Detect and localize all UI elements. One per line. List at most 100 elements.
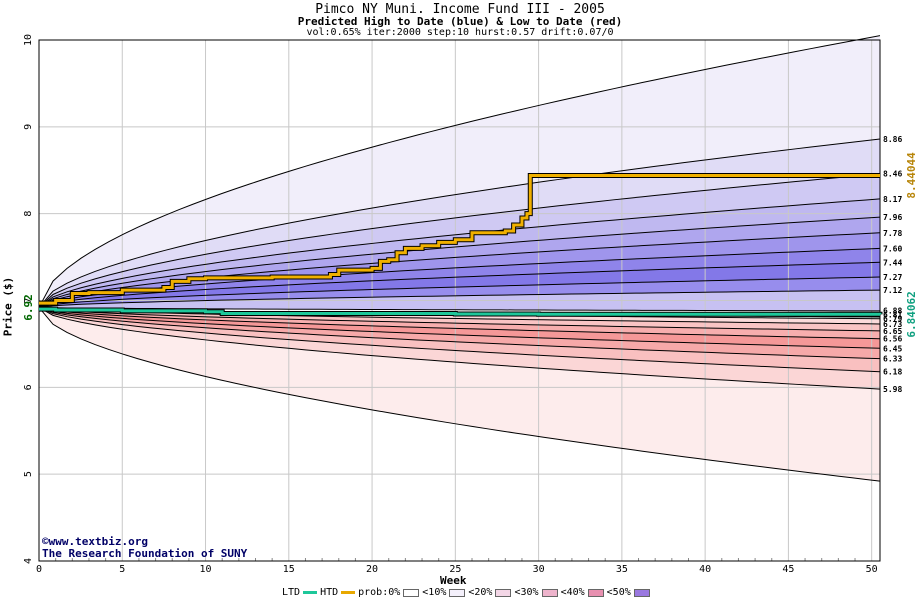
plot-frame xyxy=(38,39,881,562)
chart-title: Pimco NY Muni. Income Fund III - 2005 xyxy=(315,2,605,17)
legend-htd-swatch xyxy=(341,591,356,594)
high-bound-curve-4 xyxy=(38,216,881,308)
high-bound-curve-9 xyxy=(38,289,881,308)
legend-prob-label: prob:0% xyxy=(358,587,401,598)
high-bound-curve-2 xyxy=(38,173,881,308)
high-bound-curve-3 xyxy=(38,198,881,308)
low-band-2 xyxy=(39,307,880,331)
low-band-6 xyxy=(39,307,880,372)
x-tick-label: 20 xyxy=(366,564,378,575)
credit-organization: The Research Foundation of SUNY xyxy=(42,547,248,560)
legend-10-swatch xyxy=(449,588,466,597)
low-bound-label: 6.73 xyxy=(883,320,902,329)
high-band-5 xyxy=(39,232,880,308)
low-bound-curve-7 xyxy=(38,306,881,373)
low-bound-label: 6.88 xyxy=(883,306,902,315)
high-bound-curve-1 xyxy=(38,138,881,308)
low-bound-curve-5 xyxy=(38,306,881,349)
y-tick-label: 5 xyxy=(23,471,34,477)
high-bound-curve-7 xyxy=(38,261,881,308)
start-price-label: 6.92 xyxy=(22,294,35,321)
y-axis-label: Price ($) xyxy=(1,276,15,337)
high-bound-label: 7.44 xyxy=(883,258,902,267)
htd-line xyxy=(39,173,880,305)
chart-subtitle: Predicted High to Date (blue) & Low to D… xyxy=(297,15,623,28)
legend-prob-swatch xyxy=(403,588,420,597)
legend-ltd-swatch xyxy=(303,591,318,594)
htd-final-value: 8.44044 xyxy=(905,152,918,199)
high-bound-label: 7.12 xyxy=(883,286,902,295)
y-tick-label: 10 xyxy=(23,34,34,46)
legend-htd-label: HTD xyxy=(320,587,339,598)
low-bound-label: 6.81 xyxy=(883,311,902,320)
low-bound-label: 6.79 xyxy=(883,315,902,324)
x-tick-label: 5 xyxy=(119,564,125,575)
y-tick-label: 7 xyxy=(23,297,34,303)
high-bound-curve-8 xyxy=(38,276,881,308)
high-band-7 xyxy=(39,262,880,308)
high-bound-label: 8.17 xyxy=(883,195,902,204)
high-band-2 xyxy=(39,173,880,308)
high-band-6 xyxy=(39,248,880,308)
high-band-8 xyxy=(39,277,880,308)
legend-10-label: <10% xyxy=(422,587,447,598)
high-bound-label: 8.86 xyxy=(883,135,902,144)
x-tick-label: 15 xyxy=(283,564,295,575)
x-tick-label: 45 xyxy=(782,564,794,575)
high-bound-label: 7.60 xyxy=(883,244,902,253)
low-bound-curve-8 xyxy=(38,307,881,390)
legend-50-label: <50% xyxy=(606,587,631,598)
x-tick-label: 40 xyxy=(699,564,711,575)
y-tick-label: 6 xyxy=(23,384,34,390)
legend-ltd-label: LTD xyxy=(282,587,301,598)
x-tick-label: 30 xyxy=(533,564,545,575)
x-tick-label: 25 xyxy=(449,564,461,575)
y-tick-label: 8 xyxy=(23,211,34,217)
legend: LTD HTD prob:0% <10% <20% <30% <40% <50% xyxy=(282,587,651,598)
high-band-4 xyxy=(39,217,880,308)
low-bound-label: 5.98 xyxy=(883,385,902,394)
high-band-0 xyxy=(39,35,880,308)
low-bound-label: 6.33 xyxy=(883,355,902,364)
low-band-4 xyxy=(39,307,880,349)
low-bound-label: 6.45 xyxy=(883,344,902,353)
low-band-7 xyxy=(39,307,880,390)
high-bound-curve-6 xyxy=(38,247,881,308)
low-bound-curve-3 xyxy=(38,306,881,332)
x-axis-label: Week xyxy=(440,574,467,587)
x-tick-label: 10 xyxy=(200,564,212,575)
credit-website[interactable]: ©www.textbiz.org xyxy=(42,535,148,548)
low-band-8 xyxy=(39,307,880,482)
legend-30-label: <30% xyxy=(514,587,539,598)
high-bound-curve-0 xyxy=(38,35,881,308)
legend-40-label: <40% xyxy=(560,587,585,598)
legend-40-swatch xyxy=(587,588,604,597)
high-bound-label: 7.78 xyxy=(883,229,902,238)
x-tick-label: 0 xyxy=(36,564,42,575)
legend-50-swatch xyxy=(633,588,650,597)
low-bound-curve-6 xyxy=(38,306,881,360)
low-bound-label: 6.65 xyxy=(883,327,902,336)
y-tick-label: 9 xyxy=(23,124,34,130)
x-tick-label: 35 xyxy=(616,564,628,575)
ltd-final-value: 6.84062 xyxy=(905,291,918,337)
x-tick-label: 50 xyxy=(866,564,878,575)
high-bound-label: 7.96 xyxy=(883,213,902,222)
low-bound-label: 6.18 xyxy=(883,368,902,377)
low-bound-curve-9 xyxy=(38,307,881,482)
low-bound-curve-4 xyxy=(38,306,881,340)
high-bound-label: 7.27 xyxy=(883,273,902,282)
low-bound-label: 6.56 xyxy=(883,335,902,344)
legend-30-swatch xyxy=(541,588,558,597)
low-band-5 xyxy=(39,307,880,359)
chart-params: vol:0.65% iter:2000 step:10 hurst:0.57 d… xyxy=(306,27,614,38)
legend-20-swatch xyxy=(495,588,512,597)
high-bound-label: 8.46 xyxy=(883,170,902,179)
high-band-1 xyxy=(39,138,880,308)
y-tick-label: 4 xyxy=(23,558,34,564)
low-band-3 xyxy=(39,307,880,339)
legend-20-label: <20% xyxy=(468,587,493,598)
high-band-3 xyxy=(39,198,880,308)
ltd-line xyxy=(39,307,882,316)
